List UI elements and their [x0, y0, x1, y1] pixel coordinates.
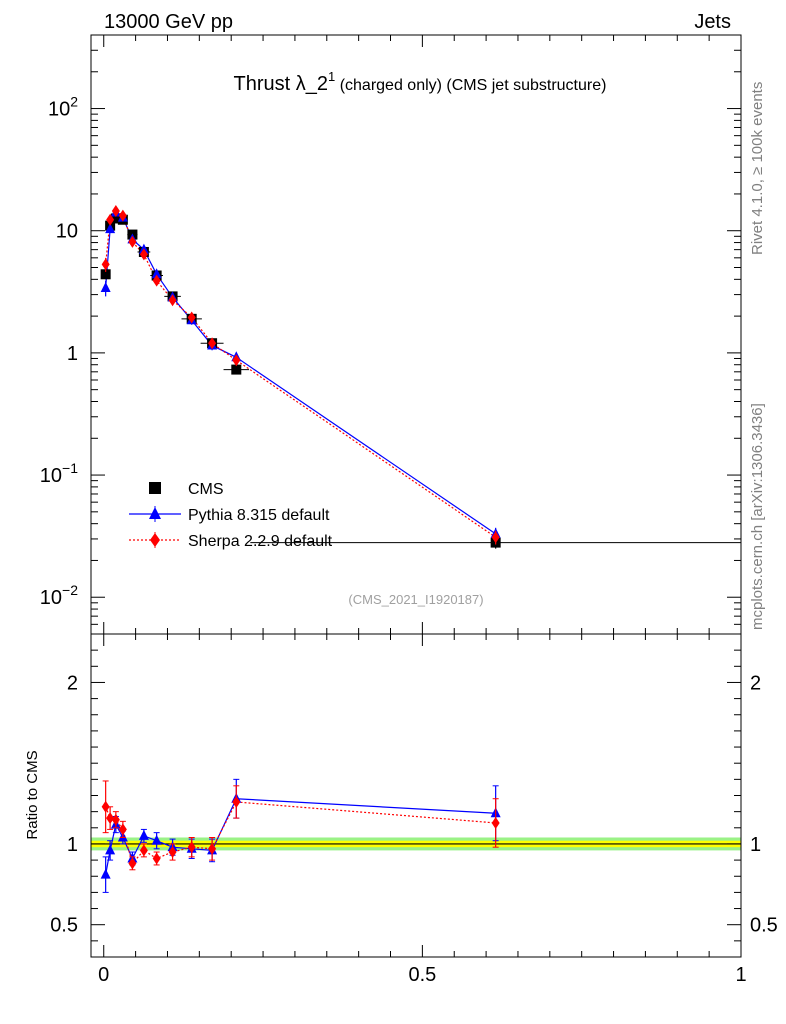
legend-label-cms: CMS — [188, 481, 224, 498]
y-tick-label: 10−1 — [40, 460, 78, 487]
title-suffix: (charged only) (CMS jet substructure) — [335, 77, 606, 94]
y-tick-label: 102 — [48, 94, 78, 121]
ratio-sherpa-point — [118, 823, 127, 836]
cms-point — [100, 269, 111, 280]
legend-marker-sherpa — [150, 533, 160, 547]
y-tick-label-base: 10 — [48, 99, 70, 121]
x-tick-label: 1 — [735, 964, 746, 986]
pythia-point — [100, 281, 111, 292]
sherpa-point — [106, 213, 115, 226]
ratio-y-tick-label: 0.5 — [50, 915, 78, 937]
ratio-panel: 0 0.5 1 0.5 0.5 1 1 2 2 — [50, 633, 778, 986]
ratio-y-tick-label-right: 0.5 — [750, 915, 778, 937]
ratio-sherpa-point — [232, 795, 241, 808]
sherpa-point — [128, 235, 137, 248]
ratio-sherpa-point — [139, 844, 148, 857]
ratio-sherpa-point — [187, 841, 196, 854]
cms-point — [231, 364, 242, 375]
ratio-ylabel: Ratio to CMS — [24, 750, 41, 839]
y-tick-label-base: 1 — [67, 343, 78, 365]
ratio-sherpa-point — [168, 846, 177, 859]
y-tick-label-base: 10 — [40, 465, 62, 487]
legend-marker-pythia — [149, 507, 161, 519]
ratio-sherpa-point — [101, 800, 110, 813]
y-tick-label: 10 — [56, 221, 78, 243]
ratio-pythia-point — [105, 844, 116, 855]
legend-label-pythia: Pythia 8.315 default — [188, 507, 330, 524]
ratio-pythia-point — [151, 834, 162, 845]
analysis-id: (CMS_2021_I1920187) — [348, 592, 483, 607]
legend: CMS Pythia 8.315 default Sherpa 2.2.9 defa… — [129, 481, 333, 550]
sherpa-point — [168, 294, 177, 307]
header-left: 13000 GeV pp — [104, 11, 233, 33]
sherpa-point — [187, 311, 196, 324]
y-tick-label: 10−2 — [40, 582, 78, 609]
sherpa-point — [111, 205, 120, 218]
sherpa-point — [139, 248, 148, 261]
y-tick-label-base: 10 — [40, 587, 62, 609]
mcplots-label: mcplots.cern.ch [arXiv:1306.3436] — [749, 403, 766, 630]
ratio-y-tick-label-right: 2 — [750, 672, 761, 694]
series-line-pythia — [105, 211, 496, 535]
ratio-sherpa-point — [128, 857, 137, 870]
ratio-frame — [90, 633, 742, 958]
legend-marker-cms — [149, 482, 161, 494]
sherpa-point — [208, 337, 217, 350]
ratio-sherpa-point — [111, 813, 120, 826]
y-tick-label-exponent: 2 — [70, 94, 78, 110]
legend-label-sherpa: Sherpa 2.2.9 default — [188, 533, 333, 550]
series-line-sherpa — [105, 210, 496, 538]
x-tick-label: 0.5 — [408, 964, 436, 986]
pythia-point — [151, 268, 162, 279]
sherpa-point — [152, 274, 161, 287]
header-right: Jets — [694, 11, 731, 33]
ratio-line-pythia — [105, 798, 496, 875]
ratio-y-tick-label: 2 — [67, 672, 78, 694]
y-tick-label-base: 10 — [56, 221, 78, 243]
ratio-y-tick-label-right: 1 — [750, 834, 761, 856]
sherpa-point — [118, 209, 127, 222]
y-tick-label-exponent: −2 — [62, 582, 78, 598]
sherpa-point — [491, 531, 500, 544]
cms-point — [110, 213, 121, 224]
ratio-sherpa-point — [152, 852, 161, 865]
ratio-pythia-point — [100, 868, 111, 879]
sherpa-point — [232, 354, 241, 367]
ratio-y-tick-label: 1 — [67, 834, 78, 856]
title-main: Thrust λ_2 — [234, 73, 328, 95]
sherpa-point — [101, 258, 110, 271]
y-tick-label: 1 — [67, 343, 78, 365]
y-tick-label-exponent: −1 — [62, 460, 78, 476]
plot-title: Thrust λ_21 (charged only) (CMS jet subs… — [234, 69, 607, 95]
ratio-sherpa-point — [491, 816, 500, 829]
ratio-line-sherpa — [105, 801, 496, 865]
title-superscript: 1 — [328, 69, 335, 84]
pythia-point — [105, 223, 116, 234]
rivet-label: Rivet 4.1.0, ≥ 100k events — [749, 82, 766, 255]
x-tick-label: 0 — [98, 964, 109, 986]
ratio-pythia-point — [138, 829, 149, 840]
ratio-sherpa-point — [208, 842, 217, 855]
ratio-sherpa-point — [106, 812, 115, 825]
